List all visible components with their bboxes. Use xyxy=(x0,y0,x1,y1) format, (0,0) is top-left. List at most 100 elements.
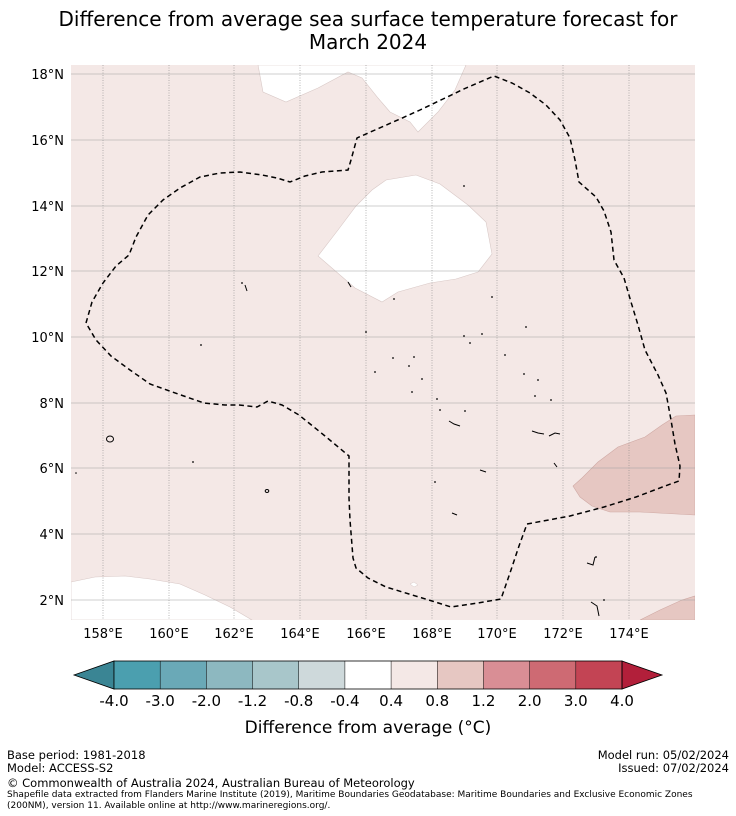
colorbar-cell xyxy=(529,661,577,689)
island-dot xyxy=(469,342,471,344)
lon-label: 160°E xyxy=(149,627,189,642)
colorbar-cell xyxy=(391,661,438,689)
lon-label: 158°E xyxy=(83,627,123,642)
colorbar-cell xyxy=(252,661,300,689)
island-dot xyxy=(436,398,438,400)
colorbar-label: Difference from average (°C) xyxy=(244,718,492,738)
island-marker xyxy=(586,556,596,566)
island-dot xyxy=(241,282,243,284)
colorbar-outline xyxy=(113,660,623,690)
island-marker xyxy=(531,430,545,435)
colorbar-tick-label: 3.0 xyxy=(564,692,588,710)
lon-label: 164°E xyxy=(280,627,320,642)
colorbar-cell xyxy=(160,661,207,689)
data-source-line-2: (200NM), version 11. Available online at… xyxy=(7,800,331,811)
lat-label: 18°N xyxy=(31,68,64,83)
island-dot xyxy=(75,472,77,474)
model-run: Model run: 05/02/2024 xyxy=(597,748,729,762)
island-marker xyxy=(590,601,600,617)
island-marker xyxy=(106,435,114,443)
island-dot xyxy=(463,335,465,337)
island-dots xyxy=(75,185,605,601)
data-source: Shapefile data extracted from Flanders M… xyxy=(7,790,693,811)
island-marker xyxy=(448,420,461,427)
colorbar-cell xyxy=(575,661,623,689)
island-dot xyxy=(595,556,597,558)
island-dot xyxy=(464,410,466,412)
colorbar: -4.0 -3.0 -2.0 -1.2 -0.8 -0.4 0.4 0.8 1.2 2.0 3.0 4… xyxy=(72,660,664,710)
lat-label: 8°N xyxy=(40,397,65,412)
island-dot xyxy=(411,391,413,393)
map-ocean-background xyxy=(71,65,695,620)
colorbar-cell xyxy=(344,661,392,689)
colorbar-tick-label: -1.2 xyxy=(238,692,267,710)
colorbar-tick-label: 4.0 xyxy=(610,692,634,710)
data-source-line-1: Shapefile data extracted from Flanders M… xyxy=(7,790,693,800)
island-marker xyxy=(244,284,248,292)
island-dot xyxy=(374,371,376,373)
lat-label: 14°N xyxy=(31,200,64,215)
lon-label: 172°E xyxy=(543,627,583,642)
colorbar-tick-label: -0.8 xyxy=(284,692,313,710)
island-dot xyxy=(603,599,605,601)
lat-label: 4°N xyxy=(40,528,65,543)
island-dot xyxy=(408,365,410,367)
lat-label: 10°N xyxy=(31,331,64,346)
island-dot xyxy=(413,356,415,358)
island-marker xyxy=(479,469,487,473)
copyright: © Commonwealth of Australia 2024, Austra… xyxy=(7,776,415,790)
colorbar-cell xyxy=(114,661,161,689)
colorbar-tick-label: -2.0 xyxy=(192,692,221,710)
colorbar-tick-label: -4.0 xyxy=(99,692,128,710)
graticule xyxy=(71,65,695,620)
island-marker xyxy=(264,489,270,493)
longitude-labels: 158°E 160°E 162°E 164°E 166°E 168°E 170°… xyxy=(83,627,649,642)
warm-anomaly-region-southeast xyxy=(639,595,695,620)
colorbar-tick-label: 1.2 xyxy=(472,692,496,710)
model-name: Model: ACCESS-S2 xyxy=(7,761,114,775)
warm-anomaly-region-east xyxy=(572,414,695,516)
island-dot xyxy=(192,461,194,463)
colorbar-cell xyxy=(206,661,253,689)
colorbar-cell xyxy=(437,661,484,689)
island-dot xyxy=(393,298,395,300)
colorbar-over-triangle xyxy=(621,660,664,690)
lon-label: 174°E xyxy=(609,627,649,642)
neutral-anomaly-region-islet xyxy=(409,581,419,588)
eez-boundary xyxy=(85,75,681,608)
map-title: Difference from average sea surface temp… xyxy=(0,8,736,54)
colorbar-tick-labels: -4.0 -3.0 -2.0 -1.2 -0.8 -0.4 0.4 0.8 1.2 2.0 3.0 4… xyxy=(99,692,634,710)
island-dot xyxy=(523,373,525,375)
neutral-anomaly-region-southwest xyxy=(71,575,253,620)
title-line-2: March 2024 xyxy=(308,30,428,54)
island-dot xyxy=(481,333,483,335)
lon-label: 162°E xyxy=(214,627,254,642)
footer-left: Base period: 1981-2018 Model: ACCESS-S2 xyxy=(7,749,146,775)
island-marker xyxy=(451,512,458,516)
island-dot xyxy=(200,344,202,346)
colorbar-tick-label: -0.4 xyxy=(330,692,359,710)
lat-label: 16°N xyxy=(31,134,64,149)
base-period: Base period: 1981-2018 xyxy=(7,748,146,762)
island-dot xyxy=(434,481,436,483)
colorbar-under-triangle xyxy=(72,660,115,690)
neutral-anomaly-region-north xyxy=(257,65,467,133)
colorbar-cells xyxy=(114,661,623,689)
island-dot xyxy=(534,395,536,397)
colorbar-cell xyxy=(298,661,346,689)
lon-label: 166°E xyxy=(346,627,386,642)
colorbar-tick-label: 2.0 xyxy=(518,692,542,710)
lon-label: 168°E xyxy=(412,627,452,642)
island-dot xyxy=(365,331,367,333)
island-dot xyxy=(491,296,493,298)
lat-label: 12°N xyxy=(31,265,64,280)
lat-label: 6°N xyxy=(40,462,65,477)
footer-right: Model run: 05/02/2024 Issued: 07/02/2024 xyxy=(598,749,729,775)
island-dot xyxy=(439,409,441,411)
island-dot xyxy=(392,357,394,359)
lat-label: 2°N xyxy=(40,594,65,609)
title-line-1: Difference from average sea surface temp… xyxy=(58,7,678,31)
latitude-labels: 18°N 16°N 14°N 12°N 10°N 8°N 6°N 4°N 2°N xyxy=(31,68,64,609)
colorbar-cell xyxy=(483,661,530,689)
